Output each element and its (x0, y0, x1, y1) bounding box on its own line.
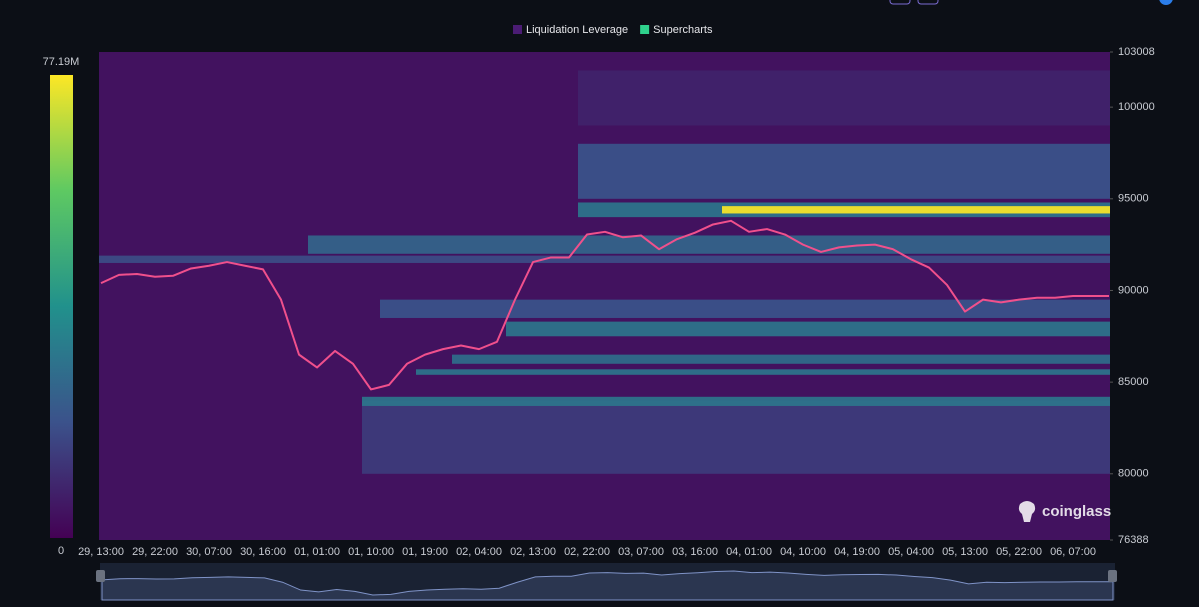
color-bar (50, 75, 73, 538)
watermark: coinglass (1042, 503, 1111, 520)
legend-label: Liquidation Leverage (526, 24, 628, 36)
x-tick-label: 30, 16:00 (240, 546, 286, 558)
watermark-icon (1018, 501, 1036, 522)
heat-band (452, 354, 1110, 364)
x-tick-label: 05, 04:00 (888, 546, 934, 558)
x-tick-label: 04, 01:00 (726, 546, 772, 558)
y-tick-label: 85000 (1118, 376, 1149, 388)
heat-band (308, 235, 1110, 254)
y-tick-label: 95000 (1118, 193, 1149, 205)
price-layer (100, 219, 1109, 391)
y-tick-label: 76388 (1118, 534, 1149, 546)
heat-band (416, 369, 1110, 375)
x-tick-label: 30, 07:00 (186, 546, 232, 558)
y-tick-label: 103008 (1118, 46, 1155, 58)
x-tick-label: 29, 13:00 (78, 546, 124, 558)
heat-band (380, 299, 1110, 318)
x-tick-label: 01, 19:00 (402, 546, 448, 558)
heatmap (99, 52, 1110, 540)
navigator-handle[interactable] (1108, 570, 1117, 582)
legend: Liquidation Leverage Supercharts (513, 24, 713, 36)
y-tick-label: 100000 (1118, 101, 1155, 113)
heat-band (99, 255, 1110, 263)
heat-band (362, 400, 1110, 474)
heat-band (578, 143, 1110, 199)
navigator-handle[interactable] (96, 570, 105, 582)
x-tick-label: 01, 10:00 (348, 546, 394, 558)
x-tick-label: 03, 16:00 (672, 546, 718, 558)
x-tick-label: 04, 10:00 (780, 546, 826, 558)
x-tick-label: 04, 19:00 (834, 546, 880, 558)
x-tick-label: 05, 13:00 (942, 546, 988, 558)
x-tick-label: 03, 07:00 (618, 546, 664, 558)
navigator-area (101, 570, 1114, 601)
x-tick-label: 05, 22:00 (996, 546, 1042, 558)
y-tick-label: 90000 (1118, 284, 1149, 296)
price-line (100, 219, 1109, 391)
info-icon[interactable] (1159, 0, 1173, 5)
x-tick-label: 02, 04:00 (456, 546, 502, 558)
x-tick-label: 29, 22:00 (132, 546, 178, 558)
x-tick-label: 06, 07:00 (1050, 546, 1096, 558)
heat-band (578, 70, 1110, 126)
x-tick-label: 02, 13:00 (510, 546, 556, 558)
x-tick-label: 01, 01:00 (294, 546, 340, 558)
color-bar-max: 77.19M (43, 56, 80, 68)
heat-band (722, 206, 1110, 214)
navigator-layer (101, 570, 1114, 601)
y-tick-label: 80000 (1118, 468, 1149, 480)
toolbar-button[interactable] (889, 0, 911, 5)
x-tick-label: 02, 22:00 (564, 546, 610, 558)
toolbar-button[interactable] (917, 0, 939, 5)
legend-label: Supercharts (653, 24, 713, 36)
heat-band (506, 321, 1110, 337)
color-bar-min: 0 (58, 545, 64, 557)
legend-swatch (513, 25, 522, 34)
heat-band (362, 396, 1110, 406)
legend-swatch (640, 25, 650, 34)
